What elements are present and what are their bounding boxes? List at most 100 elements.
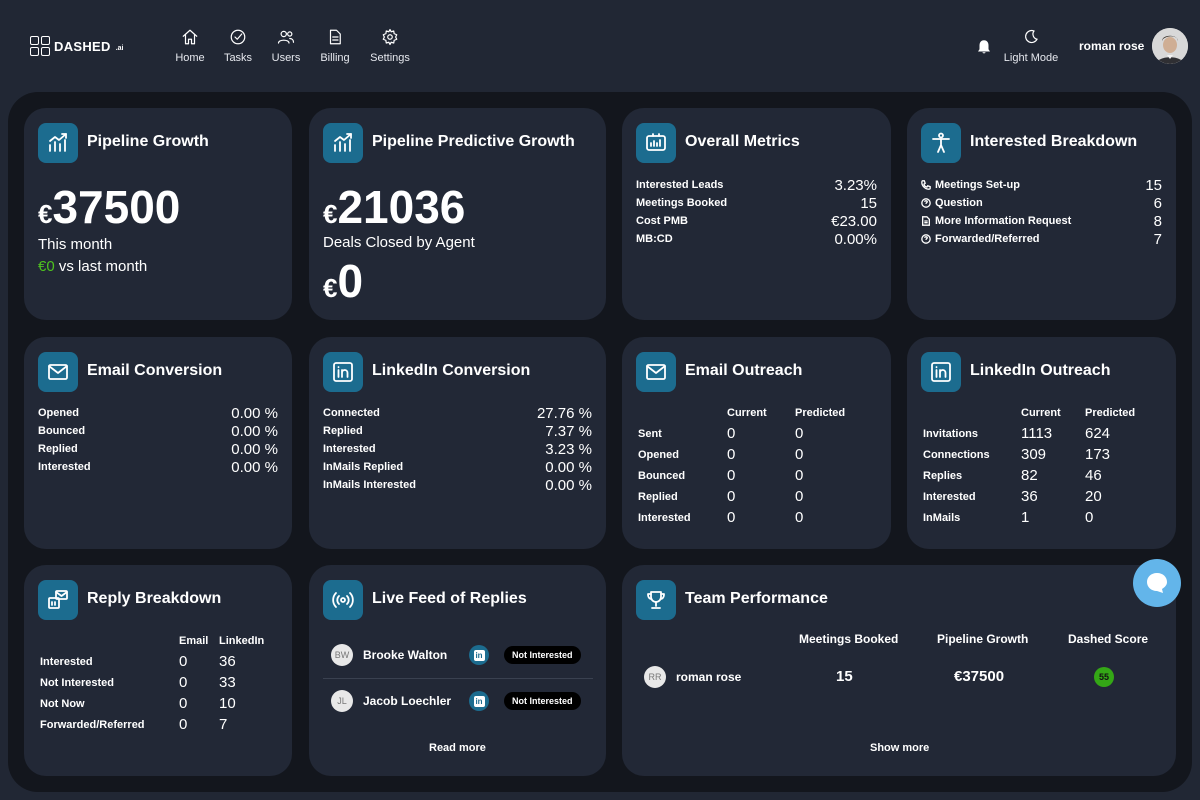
pipeline-value: €37500 bbox=[954, 668, 1005, 685]
linkedin-icon: in bbox=[469, 645, 489, 665]
delta-suffix: vs last month bbox=[54, 258, 148, 275]
mail-icon bbox=[38, 352, 78, 392]
gear-icon bbox=[382, 28, 398, 46]
divider bbox=[323, 678, 593, 679]
card-title: Live Feed of Replies bbox=[372, 590, 527, 607]
column-header: Meetings Booked bbox=[799, 632, 899, 646]
feed-item[interactable]: BW Brooke Walton in Not Interested bbox=[323, 636, 593, 674]
phone-icon bbox=[921, 180, 931, 190]
table-row: Interested 36 20 bbox=[923, 488, 1102, 505]
table-row: Replies 82 46 bbox=[923, 467, 1102, 484]
card-title: Overall Metrics bbox=[685, 133, 800, 150]
card-title: Email Conversion bbox=[87, 362, 223, 379]
column-header: Current bbox=[727, 407, 767, 419]
list-item: Replied 0.00 % bbox=[38, 440, 278, 458]
chat-launcher-button[interactable] bbox=[1133, 559, 1181, 607]
column-header: LinkedIn bbox=[219, 635, 265, 647]
brand-suffix: .ai bbox=[115, 45, 124, 52]
delta-value: €0 bbox=[38, 258, 55, 275]
list-item: Replied 7.37 % bbox=[323, 422, 592, 440]
nav-users[interactable]: Users bbox=[262, 28, 310, 64]
brand-logo[interactable]: DASHED .ai bbox=[30, 36, 124, 56]
brand-name: DASHED bbox=[54, 38, 111, 54]
light-mode-toggle[interactable]: Light Mode bbox=[1000, 28, 1062, 64]
nav-home[interactable]: Home bbox=[166, 28, 214, 64]
column-header: Email bbox=[179, 635, 209, 647]
chart-up-icon bbox=[323, 123, 363, 163]
card-title: LinkedIn Conversion bbox=[372, 362, 531, 379]
column-header: Predicted bbox=[795, 407, 846, 419]
list-item: Interested 0.00 % bbox=[38, 458, 278, 476]
file-icon bbox=[922, 216, 930, 226]
user-name[interactable]: roman rose bbox=[1079, 39, 1145, 53]
nav-home-label: Home bbox=[175, 52, 205, 64]
column-header: Pipeline Growth bbox=[937, 632, 1029, 646]
read-more-link[interactable]: Read more bbox=[429, 742, 486, 754]
table-row: Sent 0 0 bbox=[638, 425, 804, 442]
table-row: Invitations 1113 624 bbox=[923, 425, 1111, 442]
linkedin-icon bbox=[921, 352, 961, 392]
document-icon bbox=[329, 29, 341, 45]
check-circle-icon bbox=[230, 29, 246, 45]
linkedin-mail-icon bbox=[38, 580, 78, 620]
meetings-value: 15 bbox=[836, 668, 853, 685]
table-row: Not Now 0 10 bbox=[40, 695, 236, 712]
email-conversion-list: Opened 0.00 % Bounced 0.00 % Replied 0.00 %… bbox=[38, 404, 278, 476]
list-item: Question 6 bbox=[921, 194, 1162, 212]
column-header: Current bbox=[1021, 407, 1061, 419]
question-icon bbox=[921, 234, 931, 244]
table-row: Interested 0 36 bbox=[40, 653, 236, 670]
question-icon bbox=[921, 198, 931, 208]
chart-up-icon bbox=[38, 123, 78, 163]
team-performance-card: Team Performance Meetings Booked Pipelin… bbox=[622, 565, 1176, 776]
moon-icon bbox=[1025, 29, 1038, 44]
trophy-icon bbox=[636, 580, 676, 620]
list-item: Meetings Set-up 15 bbox=[921, 176, 1162, 194]
notifications-bell-icon[interactable] bbox=[975, 38, 993, 56]
nav-billing[interactable]: Billing bbox=[310, 28, 360, 64]
home-icon bbox=[182, 29, 198, 45]
list-item: Cost PMB €23.00 bbox=[636, 212, 877, 230]
broadcast-icon bbox=[323, 580, 363, 620]
card-title: Interested Breakdown bbox=[970, 133, 1138, 150]
breakdown-list: Meetings Set-up 15 Question 6 More Informa… bbox=[921, 176, 1162, 248]
show-more-link[interactable]: Show more bbox=[870, 742, 930, 754]
avatar: BW bbox=[331, 644, 353, 666]
deals-value: €0 bbox=[323, 255, 364, 307]
table-row: InMails 1 0 bbox=[923, 509, 1094, 526]
table-row: Replied 0 0 bbox=[638, 488, 804, 505]
nav-settings-label: Settings bbox=[370, 52, 410, 64]
live-feed-card: Live Feed of Replies BW Brooke Walton in… bbox=[309, 565, 606, 776]
email-outreach-card: Email Outreach Current Predicted Sent 0 0 … bbox=[622, 337, 891, 549]
nav-users-label: Users bbox=[271, 52, 301, 64]
main-nav: Home Tasks Users Billing Settings bbox=[166, 28, 420, 64]
avatar: JL bbox=[331, 690, 353, 712]
predictive-growth-value: €21036 bbox=[323, 181, 466, 233]
table-row: Connections 309 173 bbox=[923, 446, 1111, 463]
card-title: Pipeline Predictive Growth bbox=[372, 133, 575, 150]
deals-label: Deals Closed by Agent bbox=[323, 234, 475, 251]
list-item: More Information Request 8 bbox=[921, 212, 1162, 230]
nav-tasks-label: Tasks bbox=[223, 52, 253, 64]
metrics-list: Interested Leads 3.23% Meetings Booked 15 … bbox=[636, 176, 877, 248]
pipeline-growth-card: Pipeline Growth €37500 This month €0 vs … bbox=[24, 108, 292, 320]
feed-item[interactable]: JL Jacob Loechler in Not Interested bbox=[323, 682, 593, 720]
member-name: roman rose bbox=[676, 670, 742, 684]
user-avatar[interactable] bbox=[1152, 28, 1188, 64]
linkedin-outreach-card: LinkedIn Outreach Current Predicted Invi… bbox=[907, 337, 1176, 549]
column-header: Predicted bbox=[1085, 407, 1136, 419]
chat-icon bbox=[1147, 573, 1167, 593]
linkedin-icon: in bbox=[469, 691, 489, 711]
users-icon bbox=[277, 30, 295, 44]
score-badge: 55 bbox=[1094, 667, 1114, 687]
nav-settings[interactable]: Settings bbox=[360, 28, 420, 64]
nav-billing-label: Billing bbox=[320, 52, 350, 64]
email-conversion-card: Email Conversion Opened 0.00 % Bounced 0.0… bbox=[24, 337, 292, 549]
linkedin-outreach-table: Current Predicted Invitations 1113 624 Con… bbox=[923, 403, 1155, 528]
light-mode-label: Light Mode bbox=[1003, 52, 1059, 64]
reply-breakdown-card: Reply Breakdown Email LinkedIn Intereste… bbox=[24, 565, 292, 776]
nav-tasks[interactable]: Tasks bbox=[214, 28, 262, 64]
card-title: Pipeline Growth bbox=[87, 133, 209, 150]
card-title: LinkedIn Outreach bbox=[970, 362, 1111, 379]
list-item: Interested Leads 3.23% bbox=[636, 176, 877, 194]
